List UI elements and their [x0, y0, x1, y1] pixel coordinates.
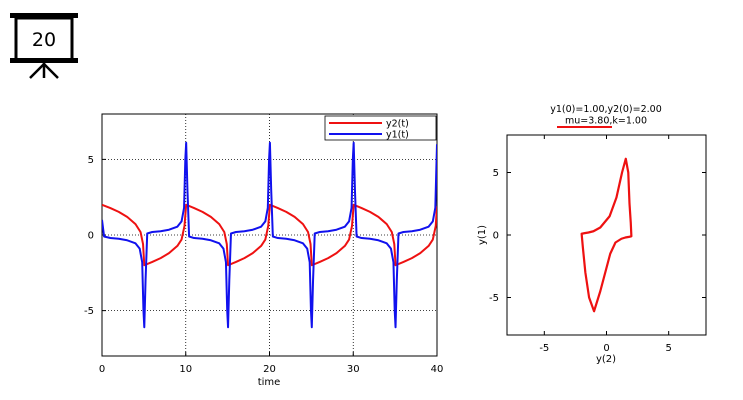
x-tick-label-40: 40: [431, 364, 444, 375]
slide-number-icon: 20: [10, 13, 78, 79]
time-series-chart: 0 10 20 30 40 -5 0 5 time y2(t) y1(t): [84, 113, 443, 388]
phase-y-tick-label-0: 0: [493, 231, 499, 242]
time-series-ticks: 0 10 20 30 40 -5 0 5: [84, 155, 443, 375]
phase-portrait-chart: y1(0)=1.00,y2(0)=2.00 mu=3.80,k=1.00 -5 0…: [477, 104, 707, 365]
phase-portrait-plot-area: [506, 134, 707, 336]
phase-portrait-subtitle: mu=3.80,k=1.00: [565, 116, 647, 127]
phase-y-tick-label--5: -5: [489, 293, 499, 304]
x-tick-label-20: 20: [263, 364, 276, 375]
x-tick-label-10: 10: [179, 364, 192, 375]
time-series-legend: y2(t) y1(t): [324, 115, 437, 141]
y-tick-label-5: 5: [88, 155, 94, 166]
legend-label-y2: y2(t): [386, 119, 409, 130]
phase-portrait-curve: [580, 157, 633, 313]
legend-label-y1: y1(t): [386, 130, 409, 141]
slide-number: 20: [32, 29, 56, 51]
phase-x-tick-label-5: 5: [666, 343, 672, 354]
x-axis-label-y2: y(2): [596, 354, 616, 365]
phase-y-tick-label-5: 5: [493, 168, 499, 179]
phase-x-tick-label--5: -5: [539, 343, 549, 354]
x-tick-label-0: 0: [99, 364, 105, 375]
y-axis-label-y1: y(1): [477, 225, 488, 245]
y-tick-label-0: 0: [88, 231, 94, 242]
series-line-y1: [102, 141, 437, 329]
x-tick-label-30: 30: [347, 364, 360, 375]
time-series-grid: [102, 114, 437, 356]
phase-portrait-ticks: -5 0 5 -5 0 5: [489, 135, 706, 354]
x-axis-label-time: time: [258, 377, 281, 388]
phase-x-tick-label-0: 0: [603, 343, 609, 354]
series-line-y2: [102, 203, 437, 267]
phase-portrait-title: y1(0)=1.00,y2(0)=2.00: [550, 104, 662, 115]
y-tick-label--5: -5: [84, 306, 94, 317]
